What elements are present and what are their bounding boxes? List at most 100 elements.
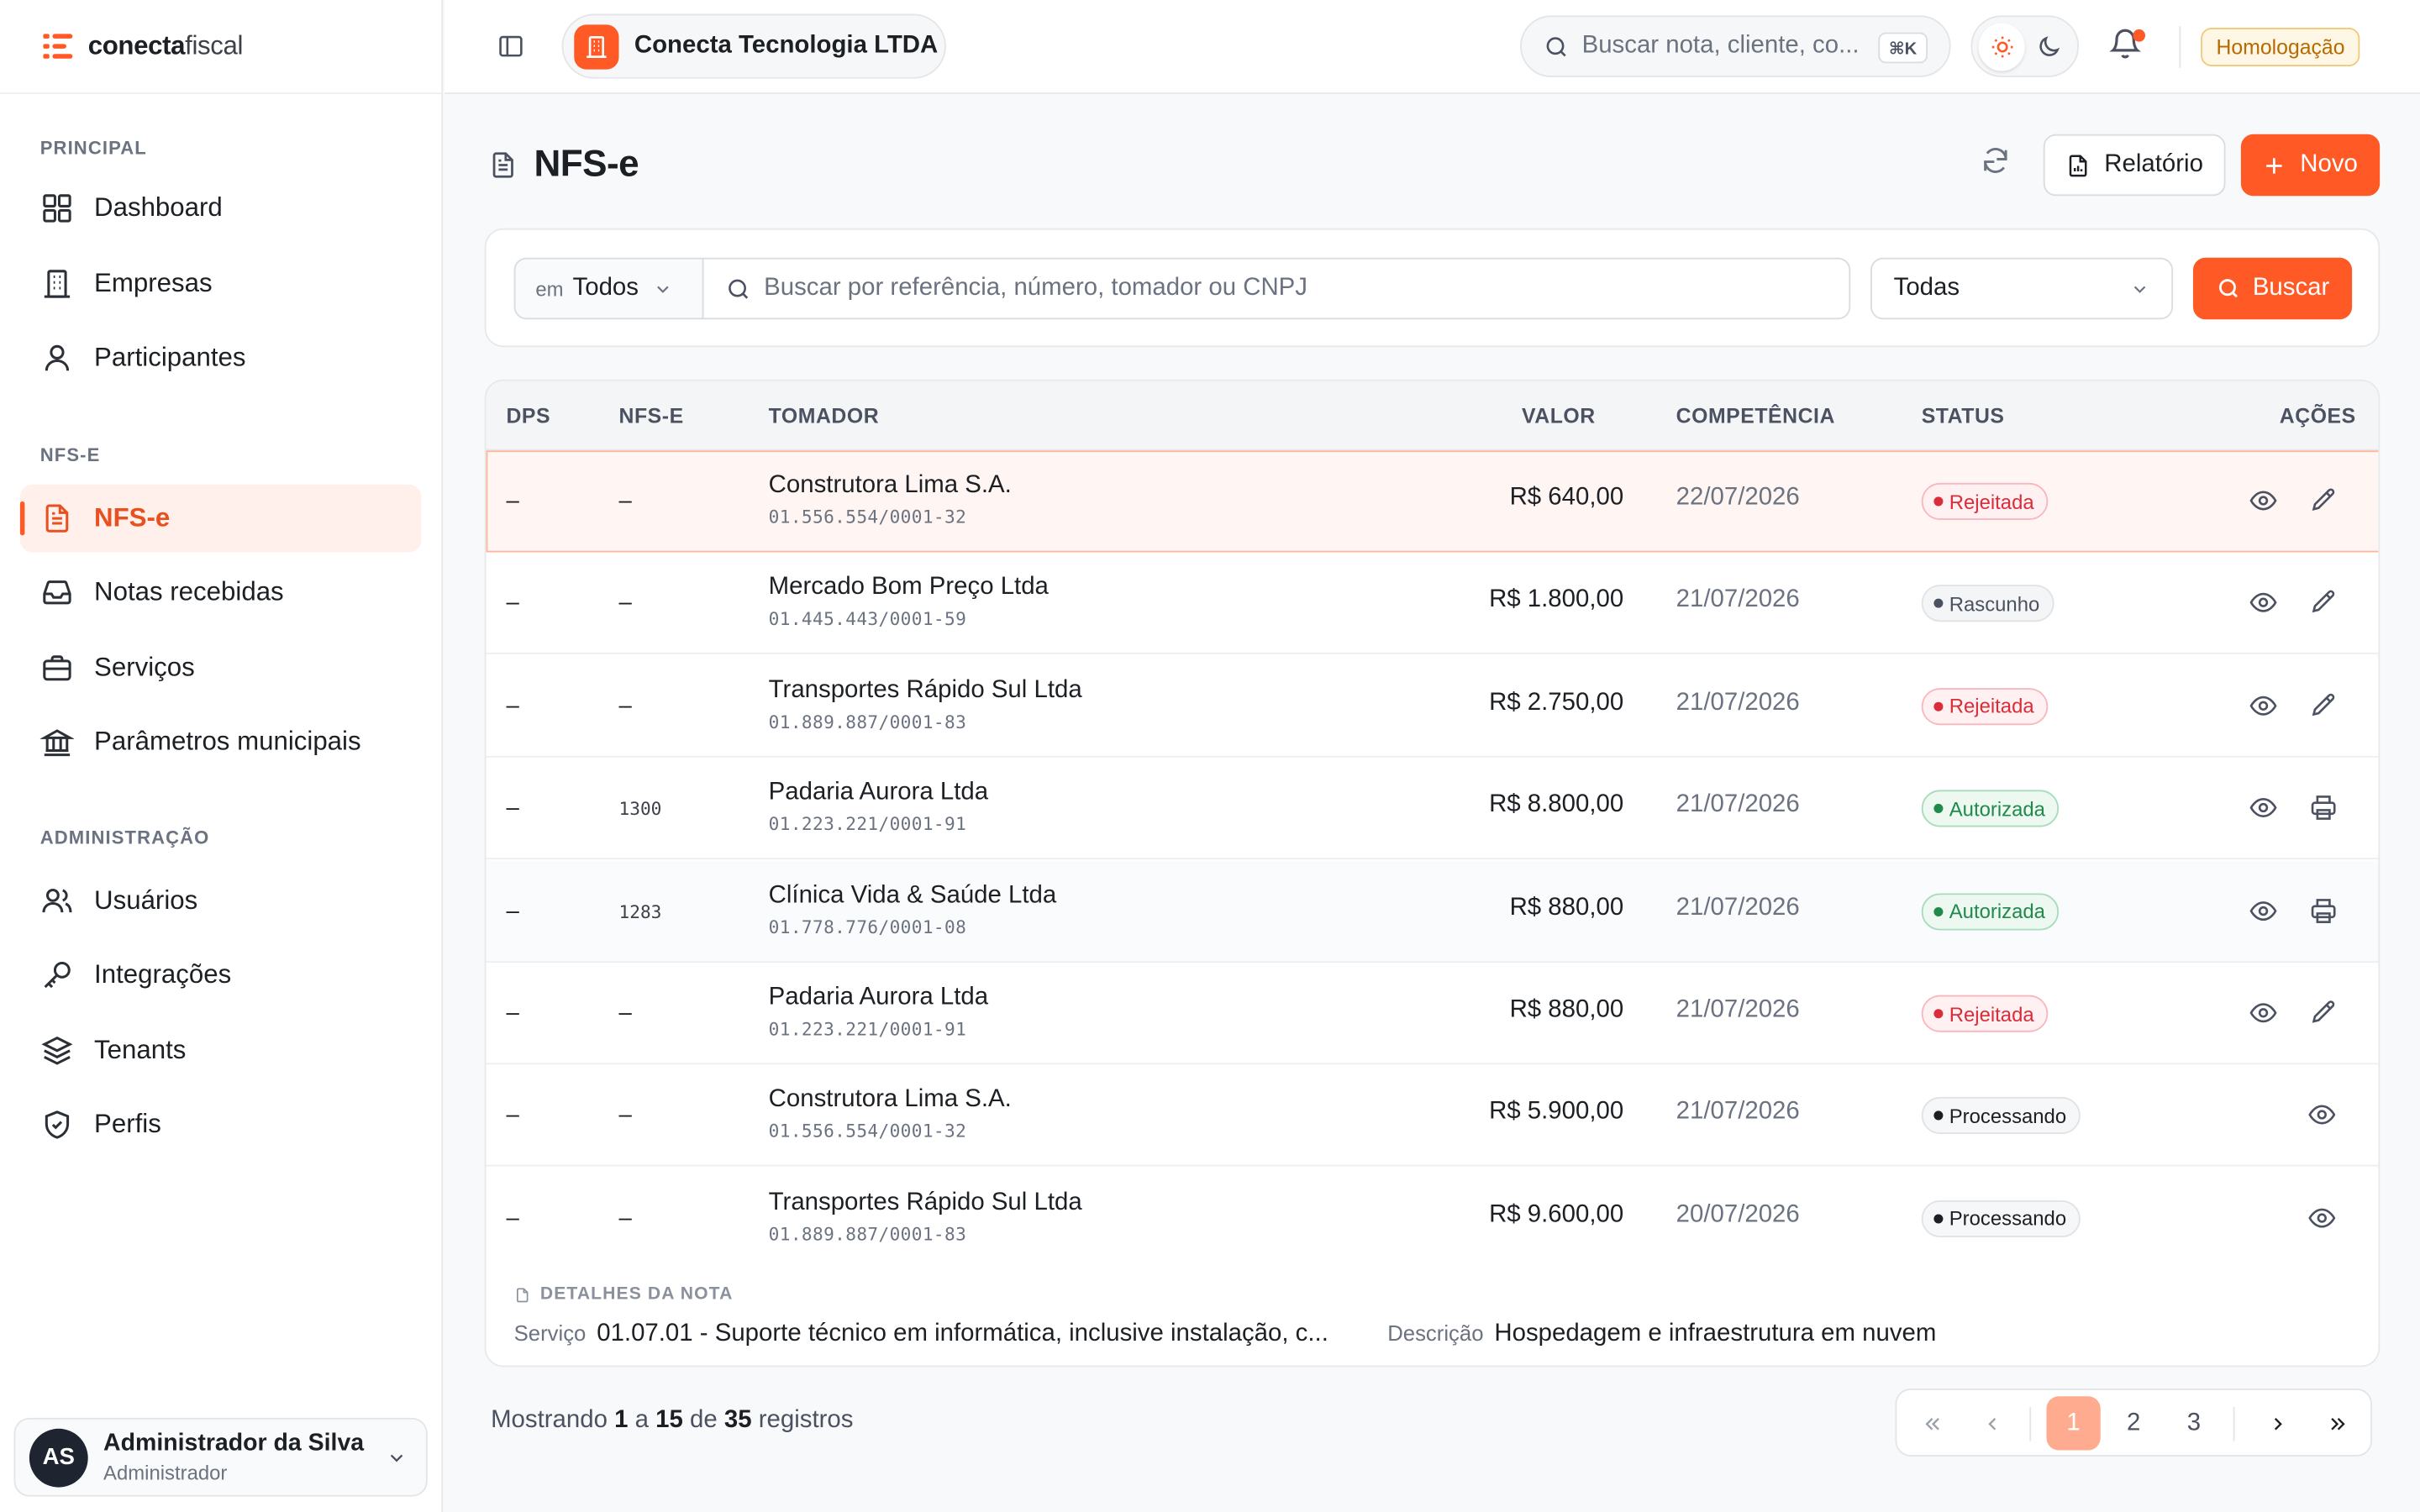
sidebar-item-tenants[interactable]: Tenants: [20, 1016, 422, 1084]
cell-valor: R$ 640,00: [1509, 484, 1624, 511]
table-row[interactable]: – 1283 Clínica Vida & Saúde Ltda 01.778.776…: [486, 860, 2379, 963]
sidebar-item-participantes[interactable]: Participantes: [20, 324, 422, 392]
sidebar-toggle-icon[interactable]: [497, 33, 524, 60]
sidebar-item-perfis[interactable]: Perfis: [20, 1091, 422, 1159]
report-button[interactable]: Relatório: [2043, 134, 2226, 197]
shield-icon: [40, 1108, 74, 1142]
page-1[interactable]: 1: [2046, 1396, 2101, 1451]
sun-icon[interactable]: [1978, 22, 2025, 71]
scope-value: Todos: [572, 274, 639, 302]
cell-nfse: –: [618, 1000, 632, 1026]
cell-cnpj: 01.445.443/0001-59: [768, 608, 967, 631]
document-icon: [487, 150, 518, 181]
cell-competencia: 21/07/2026: [1676, 1099, 1800, 1126]
eye-icon[interactable]: [2249, 998, 2280, 1029]
user-info: Administrador da Silva Administrador: [103, 1431, 364, 1484]
col-competencia[interactable]: COMPETÊNCIA: [1676, 404, 1835, 428]
cell-tomador: Construtora Lima S.A.: [768, 1086, 1012, 1113]
next-page-icon[interactable]: [2250, 1396, 2304, 1450]
brand[interactable]: conectafiscal: [0, 0, 442, 95]
cell-nfse: –: [618, 590, 632, 617]
sidebar-item-usuarios[interactable]: Usuários: [20, 867, 422, 935]
pagination: 1 2 3: [1895, 1389, 2373, 1457]
col-tomador[interactable]: TOMADOR: [768, 404, 880, 428]
eye-icon[interactable]: [2249, 589, 2280, 620]
cell-cnpj: 01.556.554/0001-32: [768, 1121, 967, 1142]
cell-tomador: Transportes Rápido Sul Ltda: [768, 676, 1082, 704]
avatar: AS: [29, 1427, 88, 1487]
cell-cnpj: 01.889.887/0001-83: [768, 711, 967, 733]
filter-search[interactable]: [702, 257, 1851, 320]
sidebar-item-label: Integrações: [94, 959, 232, 990]
eye-icon[interactable]: [2249, 690, 2280, 722]
col-valor[interactable]: VALOR: [1521, 404, 1596, 428]
table-row[interactable]: – – Mercado Bom Preço Ltda 01.445.443/0001-…: [486, 553, 2379, 655]
brand-name-bold: conecta: [87, 30, 186, 60]
cell-nfse: –: [618, 487, 632, 514]
pencil-icon[interactable]: [2309, 998, 2340, 1029]
sidebar-item-integracoes[interactable]: Integrações: [20, 941, 422, 1009]
table-row[interactable]: – – Construtora Lima S.A. 01.556.554/0001-3…: [486, 1065, 2379, 1168]
last-page-icon[interactable]: [2311, 1396, 2365, 1450]
nfse-table: DPS NFS-E TOMADOR VALOR COMPETÊNCIA STAT…: [484, 379, 2381, 1368]
cell-competencia: 20/07/2026: [1676, 1201, 1800, 1228]
moon-icon[interactable]: [2025, 23, 2071, 71]
page-3[interactable]: 3: [2186, 1409, 2202, 1436]
summary-from: 1: [614, 1407, 629, 1434]
table-row[interactable]: – – Transportes Rápido Sul Ltda 01.889.887/…: [486, 1168, 2379, 1270]
search-button[interactable]: Buscar: [2192, 257, 2353, 320]
dashboard-icon: [40, 192, 74, 225]
pencil-icon[interactable]: [2309, 486, 2340, 517]
printer-icon[interactable]: [2309, 793, 2340, 824]
col-nfse[interactable]: NFS-E: [618, 404, 684, 428]
pencil-icon[interactable]: [2309, 589, 2340, 620]
eye-icon[interactable]: [2249, 793, 2280, 824]
col-dps[interactable]: DPS: [506, 404, 551, 428]
status-filter-value: Todas: [1893, 274, 1960, 302]
cell-tomador: Mercado Bom Preço Ltda: [768, 574, 1049, 601]
new-button[interactable]: Novo: [2240, 134, 2381, 197]
theme-toggle[interactable]: [1970, 15, 2080, 77]
search-button-label: Buscar: [2252, 274, 2330, 302]
eye-icon[interactable]: [2249, 486, 2280, 517]
sidebar-item-dashboard[interactable]: Dashboard: [20, 175, 422, 243]
eye-icon[interactable]: [2249, 895, 2280, 927]
sidebar-item-servicos[interactable]: Serviços: [20, 634, 422, 702]
table-row[interactable]: – 1300 Padaria Aurora Ltda 01.223.221/0001-…: [486, 758, 2379, 860]
refresh-icon[interactable]: [1980, 145, 2020, 186]
plus-icon: [2263, 154, 2286, 177]
page-2[interactable]: 2: [2127, 1409, 2141, 1436]
page-title: NFS-e: [534, 143, 639, 186]
scope-select[interactable]: em Todos: [513, 257, 704, 320]
table-row[interactable]: – – Construtora Lima S.A. 01.556.554/0001-3…: [486, 450, 2379, 553]
global-search-input[interactable]: [1581, 32, 1868, 60]
printer-icon[interactable]: [2309, 895, 2340, 927]
first-page-icon[interactable]: [1904, 1396, 1958, 1450]
cell-competencia: 21/07/2026: [1676, 996, 1800, 1023]
table-row[interactable]: – – Padaria Aurora Ltda 01.223.221/0001-91 R…: [486, 963, 2379, 1065]
col-status[interactable]: STATUS: [1921, 404, 2005, 428]
eye-icon[interactable]: [2307, 1100, 2338, 1131]
cell-cnpj: 01.223.221/0001-91: [768, 813, 967, 835]
sidebar-item-parametros-municipais[interactable]: Parâmetros municipais: [20, 708, 422, 776]
sidebar-item-notas-recebidas[interactable]: Notas recebidas: [20, 559, 422, 627]
scope-prefix: em: [535, 276, 564, 301]
user-role: Administrador: [103, 1461, 228, 1484]
sidebar-item-nfse[interactable]: NFS-e: [19, 484, 422, 553]
cell-cnpj: 01.778.776/0001-08: [768, 916, 967, 937]
filter-search-input[interactable]: [764, 274, 1814, 302]
eye-icon[interactable]: [2307, 1203, 2338, 1234]
table-row[interactable]: – – Transportes Rápido Sul Ltda 01.889.887/…: [486, 655, 2379, 758]
summary-total: 35: [723, 1407, 752, 1434]
sidebar-item-empresas[interactable]: Empresas: [20, 250, 422, 318]
chevron-down-icon: [652, 279, 672, 299]
cell-nfse: –: [618, 692, 632, 719]
global-search[interactable]: ⌘K: [1520, 15, 1951, 77]
user-menu[interactable]: AS Administrador da Silva Administrador: [13, 1417, 428, 1497]
bell-icon[interactable]: [2108, 26, 2149, 66]
status-filter-select[interactable]: Todas: [1870, 257, 2174, 320]
prev-page-icon[interactable]: [1965, 1396, 2018, 1450]
pencil-icon[interactable]: [2309, 690, 2340, 722]
company-selector[interactable]: Conecta Tecnologia LTDA: [561, 13, 946, 79]
